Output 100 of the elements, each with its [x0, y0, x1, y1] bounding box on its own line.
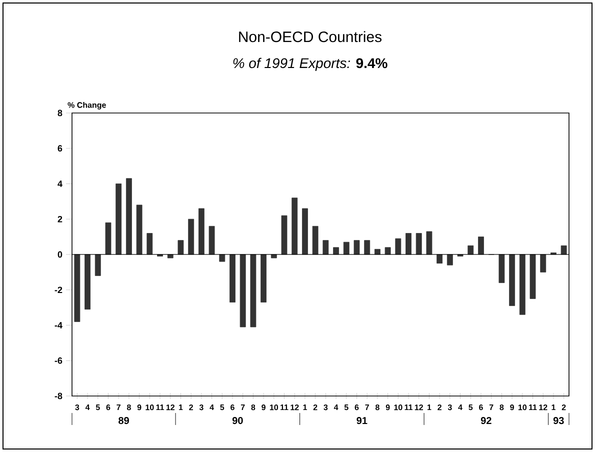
bar: [519, 254, 526, 315]
bar: [260, 254, 267, 302]
bar: [333, 247, 339, 255]
bar: [281, 215, 288, 255]
bar: [270, 254, 277, 258]
bar: [208, 226, 215, 255]
text: 93: [553, 417, 564, 424]
x-tick-label: 12: [290, 404, 299, 410]
x-tick-label: 4: [85, 404, 90, 410]
bar: [105, 222, 112, 255]
x-tick-label: 9: [510, 404, 514, 410]
x-tick-label: 1: [179, 404, 183, 410]
y-tick-label: 4: [58, 180, 62, 187]
x-tick-label: 10: [518, 404, 527, 410]
bar: [250, 254, 256, 328]
x-tick-label: 7: [240, 404, 245, 410]
x-tick-label: 4: [334, 404, 338, 410]
bar: [468, 245, 474, 255]
x-tick-label: 2: [189, 404, 193, 410]
x-tick-label: 9: [137, 404, 142, 410]
bar: [292, 198, 298, 255]
bar: [178, 240, 184, 255]
text: 90: [232, 417, 243, 424]
y-tick-label: -6: [54, 357, 62, 364]
x-tick-label: 1: [552, 404, 556, 410]
bar: [240, 254, 246, 328]
x-tick-label: 6: [106, 404, 110, 410]
x-tick-label: 7: [365, 404, 369, 410]
y-tick-label: 8: [58, 110, 62, 116]
bar: [219, 254, 226, 262]
bar: [498, 254, 505, 283]
x-tick-label: 3: [199, 404, 204, 410]
x-tick-label: 5: [96, 404, 100, 410]
y-tick-label: -8: [54, 392, 62, 400]
bar: [395, 238, 402, 255]
x-tick-label: 10: [270, 404, 278, 410]
bar: [116, 184, 122, 255]
x-tick-label: 5: [468, 404, 473, 410]
text: 89: [118, 417, 129, 424]
x-tick-label: 7: [489, 404, 494, 410]
x-tick-label: 8: [126, 404, 131, 410]
bar: [322, 240, 329, 255]
x-tick-label: 8: [375, 404, 380, 410]
x-tick-label: 8: [500, 404, 504, 410]
bar: [530, 254, 536, 299]
x-tick-label: 6: [354, 404, 359, 410]
x-tick-label: 4: [458, 404, 462, 410]
x-tick-label: 2: [438, 404, 442, 410]
bar: [94, 254, 101, 276]
x-tick-label: 1: [303, 404, 307, 410]
bar: [188, 218, 194, 255]
bar: [446, 254, 453, 266]
bar: [74, 254, 80, 322]
bar: [198, 208, 204, 255]
x-tick-label: 9: [262, 404, 266, 410]
x-tick-label: 12: [414, 404, 423, 410]
bar: [343, 242, 350, 255]
x-tick-label: 8: [251, 404, 256, 410]
bar: [384, 247, 391, 255]
x-tick-label: 5: [220, 404, 224, 410]
x-tick-label: 6: [230, 404, 234, 410]
bar: [126, 178, 132, 255]
x-tick-label: 11: [156, 404, 164, 410]
bar: [560, 245, 567, 255]
y-tick-label: 2: [58, 216, 62, 222]
bar: [354, 240, 360, 255]
x-tick-label: 9: [386, 404, 390, 410]
x-tick-label: 3: [448, 404, 452, 410]
x-tick-label: 6: [479, 404, 483, 410]
x-tick-label: 11: [404, 404, 413, 410]
bar: [509, 254, 515, 306]
x-tick-label: 7: [116, 404, 120, 410]
bar: [167, 254, 174, 258]
bar: [406, 233, 412, 255]
x-tick-label: 2: [562, 404, 566, 410]
y-tick-label: -2: [54, 286, 62, 294]
y-tick-label: -4: [54, 322, 62, 328]
chart-title: Non-OECD Countries: [239, 31, 382, 42]
x-tick-label: 4: [210, 404, 214, 410]
bar: [540, 254, 546, 272]
bar: [136, 204, 142, 255]
bar: [302, 208, 308, 255]
bar: [478, 236, 484, 255]
text: 91: [356, 417, 368, 424]
x-tick-label: 10: [394, 404, 402, 410]
x-tick-label: 2: [313, 404, 318, 410]
bar: [84, 254, 90, 310]
bar: [436, 254, 443, 264]
x-tick-label: 10: [146, 404, 154, 410]
y-tick-label: 0: [58, 251, 62, 258]
bar: [364, 240, 370, 255]
y-axis-title: % Change: [68, 102, 106, 110]
x-tick-label: 12: [539, 404, 548, 410]
bar: [312, 226, 318, 255]
bar: [374, 248, 380, 255]
x-tick-label: 3: [75, 404, 80, 410]
bar: [426, 231, 432, 255]
bar: [146, 233, 153, 255]
chart-subtitle: % of 1991 Exports: 9.4%: [233, 58, 388, 71]
x-tick-label: 11: [529, 404, 537, 410]
